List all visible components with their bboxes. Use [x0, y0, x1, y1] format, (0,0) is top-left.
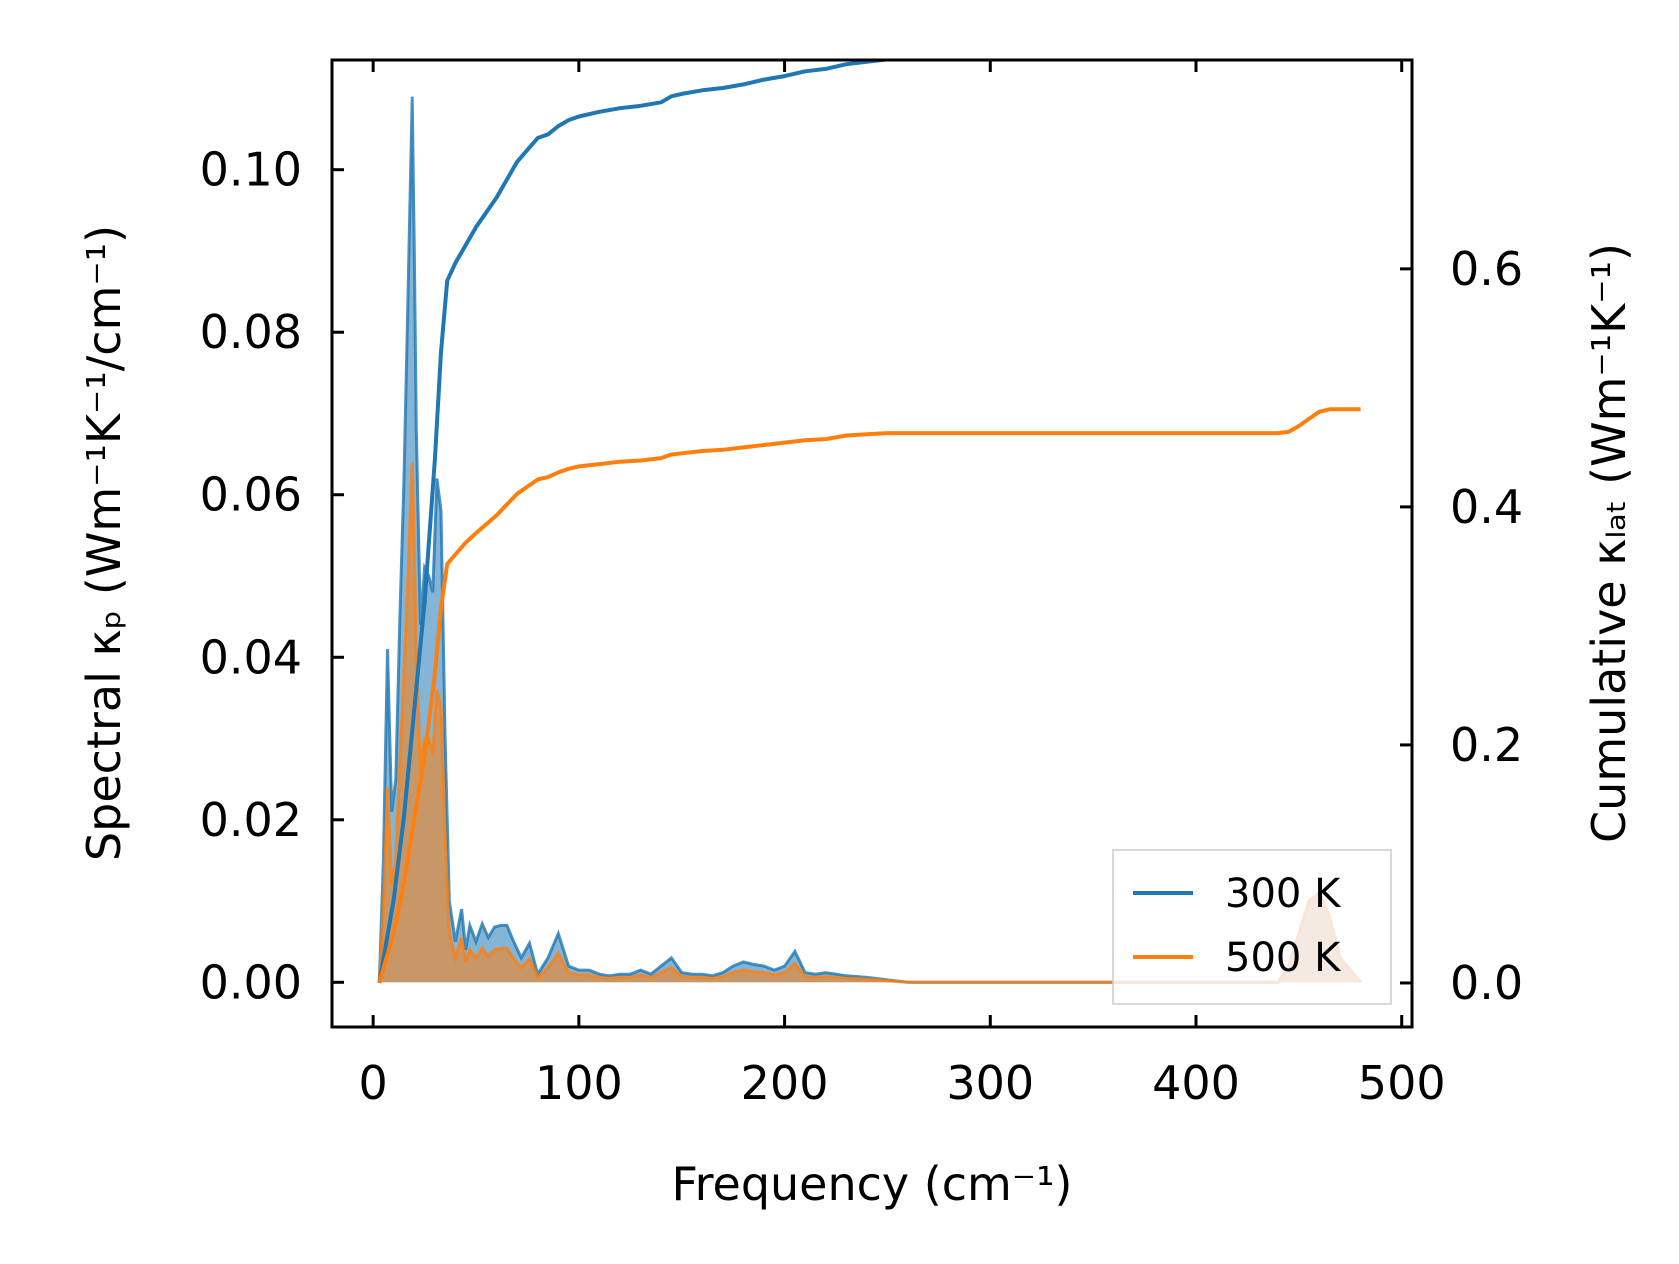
cumulative-line-300k: [377, 60, 1285, 984]
x-tick-label: 400: [1152, 1056, 1240, 1110]
x-tick-label: 300: [946, 1056, 1034, 1110]
y-right-tick-label: 0.4: [1450, 480, 1523, 534]
legend-box: [1112, 849, 1392, 1005]
y-left-tick-label: 0.00: [200, 955, 302, 1009]
y-axis-right-title: Cumulative κₗₐₜ (Wm⁻¹K⁻¹): [1582, 243, 1636, 843]
y-left-tick-label: 0.06: [200, 468, 302, 522]
x-tick-label: 500: [1358, 1056, 1446, 1110]
x-tick-label: 0: [359, 1056, 388, 1110]
y-right-tick-label: 0.6: [1450, 242, 1523, 296]
x-axis-title: Frequency (cm⁻¹): [672, 1157, 1073, 1211]
y-left-tick-label: 0.10: [200, 143, 302, 197]
y-axis-left-title: Spectral κₚ (Wm⁻¹K⁻¹/cm⁻¹): [77, 225, 131, 861]
x-tick-label: 200: [741, 1056, 829, 1110]
legend-label-500k: 500 K: [1225, 935, 1342, 981]
y-left-tick-label: 0.08: [200, 305, 302, 359]
y-right-tick-label: 0.0: [1450, 956, 1523, 1010]
plot-frame: [330, 58, 1414, 1029]
cumulative-line-500k: [377, 407, 1361, 984]
ticks-layer: 0 100 200 300 400 500 0.00 0.02 0.04 0.06 0.08 0.10…: [200, 60, 1523, 1110]
legend: 300 K 500 K: [1112, 849, 1392, 1005]
y-left-tick-label: 0.04: [200, 630, 302, 684]
x-tick-label: 100: [535, 1056, 623, 1110]
legend-label-300k: 300 K: [1225, 871, 1342, 917]
y-left-tick-label: 0.02: [200, 793, 302, 847]
y-right-tick-label: 0.2: [1450, 718, 1523, 772]
cumulative-layer: [377, 60, 1361, 984]
